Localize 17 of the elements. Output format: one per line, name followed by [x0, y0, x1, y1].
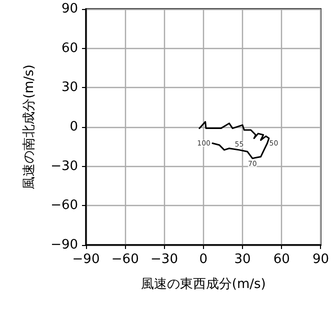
x-tick-label: −60: [111, 252, 139, 267]
y-tick-label: 90: [61, 2, 78, 16]
x-axis-title: 風速の東西成分(m/s): [140, 277, 266, 292]
y-tick-label: 60: [61, 40, 78, 56]
y-tick-label: 0: [70, 120, 78, 134]
x-tick-label: 0: [199, 252, 208, 267]
y-tick-label: −30: [50, 158, 78, 174]
x-tick-label: 90: [312, 252, 329, 267]
x-tick-label: 30: [234, 252, 251, 267]
y-tick-label: −90: [50, 238, 78, 252]
line-series: [198, 121, 270, 160]
y-tick-label: 30: [61, 80, 78, 96]
y-tick-label: −60: [50, 198, 78, 214]
x-tick-label: −30: [150, 252, 178, 267]
x-tick-label: −90: [72, 252, 100, 267]
y-axis-title: 風速の南北成分(m/s): [22, 64, 37, 190]
x-tick-label: 60: [273, 252, 290, 267]
